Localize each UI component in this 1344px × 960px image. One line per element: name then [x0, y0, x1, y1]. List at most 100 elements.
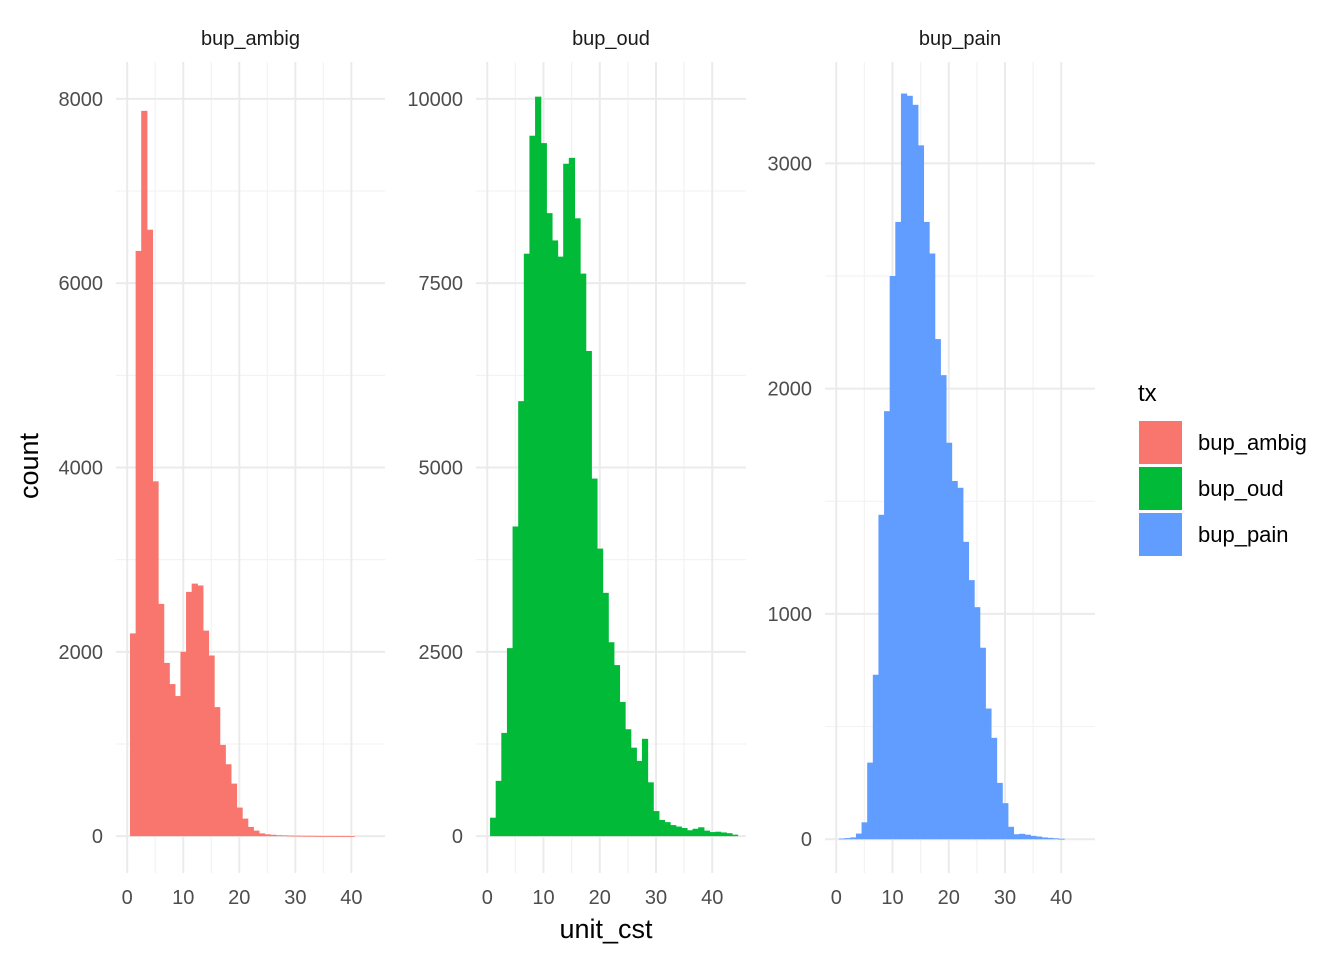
histogram-bar	[197, 585, 204, 837]
x-tick-label: 30	[994, 887, 1016, 909]
histogram-bar	[202, 630, 210, 837]
x-tick-label: 10	[172, 887, 194, 909]
y-tick-label: 2500	[419, 642, 464, 664]
histogram-bar	[169, 684, 176, 837]
histogram-bar	[292, 835, 299, 837]
histogram-bar	[1035, 836, 1043, 840]
histogram-bar	[951, 481, 958, 840]
histogram-bar	[580, 273, 587, 837]
histogram-bar	[889, 276, 896, 840]
histogram-bar	[1019, 833, 1026, 840]
y-tick-label: 7500	[419, 273, 464, 295]
histogram-bar	[934, 339, 941, 840]
histogram-bar	[501, 732, 508, 837]
y-axis-title: count	[14, 432, 44, 499]
histogram-bar	[495, 780, 502, 837]
histogram-bar	[619, 701, 626, 837]
y-tick-label: 5000	[419, 458, 464, 480]
y-tick-label: 10000	[407, 89, 463, 111]
histogram-bar	[703, 830, 711, 837]
legend-title: tx	[1138, 380, 1157, 407]
x-tick-label: 30	[284, 887, 306, 909]
x-tick-label: 10	[532, 887, 554, 909]
histogram-bar	[320, 835, 327, 837]
x-tick-label: 40	[1050, 887, 1072, 909]
histogram-bar	[574, 218, 581, 837]
histogram-bar	[675, 826, 682, 837]
histogram-bar	[163, 662, 170, 837]
histogram-bar	[1047, 837, 1054, 840]
histogram-bar	[625, 729, 632, 837]
legend-key-bup_ambig	[1139, 421, 1182, 464]
histogram-bar	[990, 737, 998, 840]
histogram-bar	[523, 253, 531, 837]
histogram-bar	[602, 592, 609, 837]
histogram-bar	[506, 648, 514, 837]
histogram-bar	[686, 830, 694, 837]
histogram-bar	[872, 674, 880, 840]
y-tick-label: 0	[801, 829, 812, 851]
histogram-bar	[286, 835, 294, 837]
y-tick-label: 0	[92, 826, 103, 848]
histogram-bar	[585, 351, 592, 837]
histogram-bar	[247, 826, 254, 837]
histogram-bar	[551, 240, 559, 837]
histogram-bar	[653, 811, 660, 837]
histogram-bar	[326, 835, 333, 837]
histogram-bar	[709, 832, 716, 837]
histogram-bar	[945, 442, 953, 840]
y-tick-label: 0	[452, 826, 463, 848]
histogram-bar	[596, 548, 604, 837]
histogram-bar	[568, 157, 576, 837]
histogram-bar	[692, 828, 699, 837]
histogram-bar	[985, 708, 992, 840]
y-tick-label: 4000	[59, 458, 104, 480]
x-tick-label: 10	[881, 887, 903, 909]
histogram-bar	[917, 145, 925, 840]
histogram-bar	[1052, 838, 1060, 840]
y-tick-label: 3000	[768, 153, 813, 175]
histogram-bar	[670, 825, 677, 837]
histogram-bar	[878, 514, 885, 840]
histogram-bar	[281, 835, 288, 837]
histogram-bar	[563, 163, 570, 837]
histogram-bar	[348, 836, 355, 837]
histogram-bar	[855, 833, 863, 840]
histogram-bar	[715, 831, 722, 837]
histogram-bar	[591, 478, 598, 837]
histogram-bar	[895, 221, 902, 840]
histogram-bar	[906, 95, 913, 840]
x-tick-label: 20	[938, 887, 960, 909]
histogram-bar	[929, 253, 936, 840]
histogram-bar	[535, 96, 542, 837]
x-tick-label: 0	[122, 887, 133, 909]
histogram-bar	[912, 104, 919, 840]
x-tick-label: 20	[589, 887, 611, 909]
histogram-bar	[1024, 834, 1031, 840]
histogram-bar	[275, 835, 282, 837]
histogram-bar	[342, 836, 350, 837]
histogram-bar	[1058, 838, 1065, 840]
histogram-bar	[191, 583, 198, 837]
histogram-bar	[726, 833, 733, 837]
histogram-bar	[968, 580, 975, 840]
histogram-bar	[141, 110, 148, 837]
facet-strip-label: bup_pain	[919, 28, 1001, 50]
histogram-bar	[636, 760, 643, 837]
histogram-bar	[861, 822, 868, 840]
histogram-bar	[298, 835, 305, 837]
histogram-bar	[658, 819, 666, 837]
histogram-bar	[720, 832, 727, 837]
histogram-bar	[698, 827, 705, 837]
histogram-bar	[208, 655, 215, 837]
histogram-bar	[962, 541, 970, 840]
histogram-bar	[270, 834, 277, 837]
histogram-bar	[557, 256, 564, 837]
histogram-bar	[309, 835, 316, 837]
histogram-bar	[174, 696, 182, 837]
histogram-bar	[529, 135, 536, 837]
histogram-bar	[225, 764, 232, 837]
x-tick-label: 0	[831, 887, 842, 909]
histogram-bar	[900, 93, 908, 840]
histogram-bar	[214, 707, 221, 837]
